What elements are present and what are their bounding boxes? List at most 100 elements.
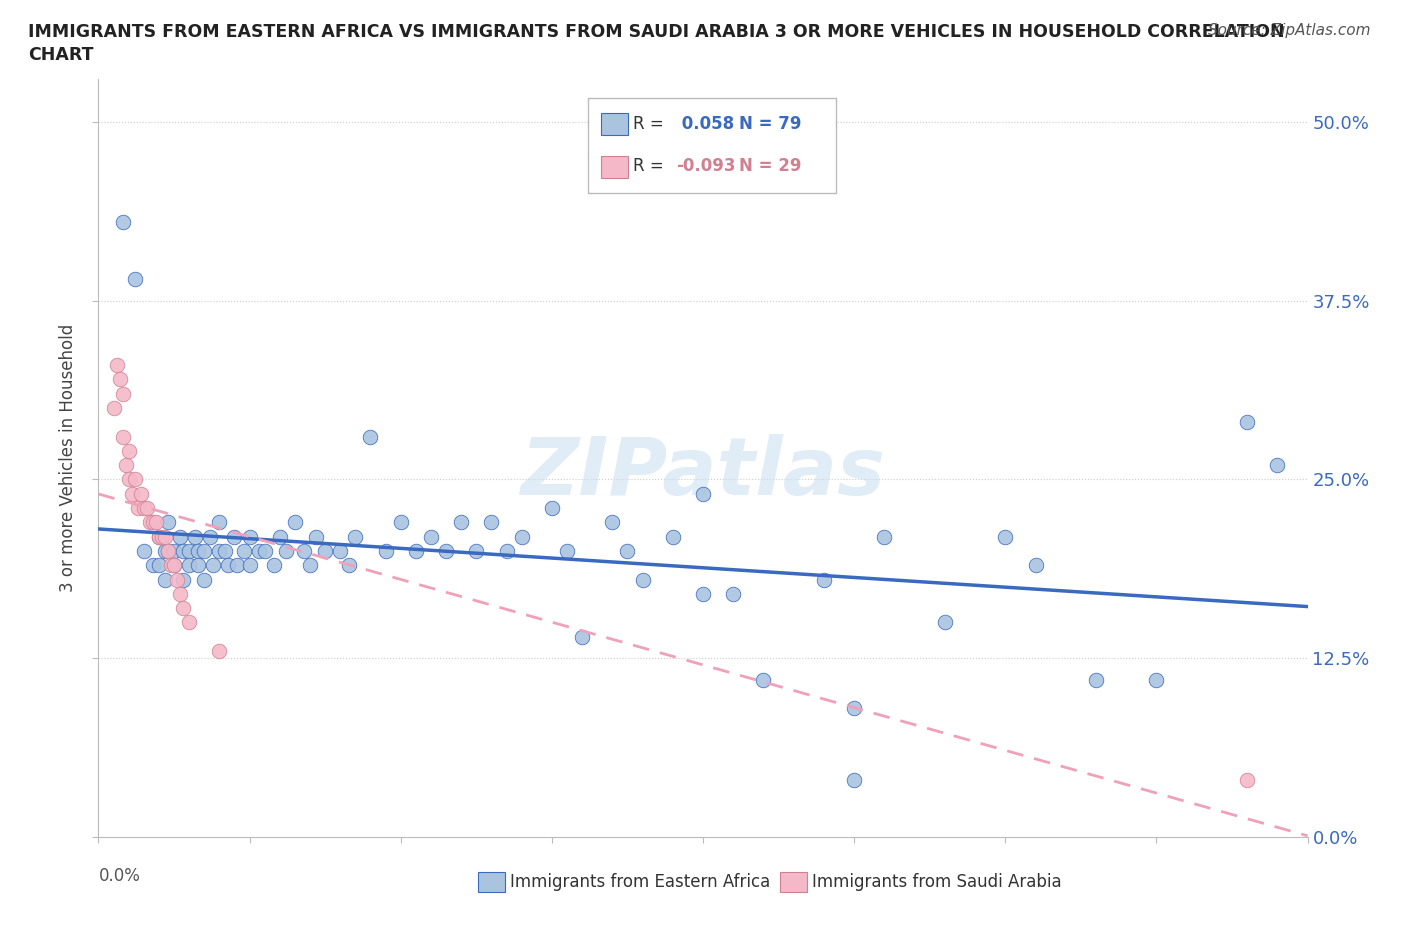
Point <box>172 543 194 558</box>
Point <box>434 543 457 558</box>
Point <box>481 515 503 530</box>
Point <box>284 515 307 530</box>
Text: R =: R = <box>633 157 664 175</box>
Point <box>200 529 222 544</box>
Point <box>111 386 134 401</box>
Point <box>420 529 443 544</box>
Point <box>118 472 141 487</box>
Point <box>360 429 382 444</box>
Point <box>305 529 328 544</box>
Point <box>148 529 170 544</box>
Point <box>208 644 231 658</box>
Point <box>153 572 176 587</box>
Point <box>150 529 173 544</box>
Point <box>124 472 146 487</box>
Point <box>934 615 956 630</box>
Point <box>172 572 194 587</box>
Point <box>148 558 170 573</box>
Text: CHART: CHART <box>28 46 94 64</box>
Point <box>208 515 231 530</box>
Point <box>232 543 254 558</box>
Point <box>217 558 239 573</box>
Text: N = 29: N = 29 <box>740 157 801 175</box>
Point <box>184 529 207 544</box>
Point <box>153 543 176 558</box>
Point <box>631 572 654 587</box>
Point <box>114 458 136 472</box>
Point <box>247 543 270 558</box>
Point <box>163 543 186 558</box>
Point <box>253 543 276 558</box>
Point <box>111 429 134 444</box>
Point <box>1024 558 1046 573</box>
Point <box>169 587 191 602</box>
Point <box>873 529 896 544</box>
Point <box>571 630 593 644</box>
Point <box>129 486 152 501</box>
Point <box>602 515 624 530</box>
Point <box>723 587 745 602</box>
Text: Source: ZipAtlas.com: Source: ZipAtlas.com <box>1208 23 1371 38</box>
Point <box>142 558 165 573</box>
Point <box>314 543 336 558</box>
Text: 0.058: 0.058 <box>676 114 734 133</box>
Point <box>179 558 201 573</box>
Text: 0.0%: 0.0% <box>98 868 141 885</box>
Text: Immigrants from Saudi Arabia: Immigrants from Saudi Arabia <box>811 872 1062 891</box>
Point <box>132 543 155 558</box>
Point <box>135 500 157 515</box>
Point <box>292 543 315 558</box>
FancyBboxPatch shape <box>602 155 628 178</box>
Point <box>145 515 167 530</box>
Point <box>299 558 322 573</box>
Text: Immigrants from Eastern Africa: Immigrants from Eastern Africa <box>509 872 769 891</box>
Point <box>616 543 638 558</box>
Point <box>187 543 209 558</box>
Point <box>692 587 714 602</box>
Point <box>118 444 141 458</box>
Point <box>163 558 186 573</box>
Point <box>187 558 209 573</box>
Point <box>169 529 191 544</box>
Point <box>495 543 517 558</box>
Point <box>193 572 215 587</box>
Point <box>692 486 714 501</box>
Point <box>555 543 578 558</box>
Point <box>540 500 562 515</box>
Point <box>450 515 472 530</box>
Point <box>465 543 488 558</box>
Point <box>1267 458 1289 472</box>
Point <box>274 543 297 558</box>
Point <box>269 529 291 544</box>
Point <box>994 529 1017 544</box>
Point <box>1236 415 1258 430</box>
Point <box>156 515 179 530</box>
Point <box>813 572 835 587</box>
FancyBboxPatch shape <box>588 98 837 193</box>
FancyBboxPatch shape <box>478 871 505 892</box>
Point <box>208 543 231 558</box>
Point <box>132 500 155 515</box>
Point <box>1085 672 1108 687</box>
Point <box>179 615 201 630</box>
FancyBboxPatch shape <box>780 871 807 892</box>
Point <box>224 529 246 544</box>
Point <box>105 358 128 373</box>
Point <box>156 543 179 558</box>
Point <box>1144 672 1167 687</box>
Point <box>263 558 285 573</box>
Text: ZIPatlas: ZIPatlas <box>520 434 886 512</box>
Point <box>214 543 236 558</box>
Point <box>160 558 183 573</box>
FancyBboxPatch shape <box>602 113 628 135</box>
Point <box>329 543 352 558</box>
Point <box>844 772 866 787</box>
Y-axis label: 3 or more Vehicles in Household: 3 or more Vehicles in Household <box>59 324 77 592</box>
Point <box>111 215 134 230</box>
Point <box>156 543 179 558</box>
Text: N = 79: N = 79 <box>740 114 801 133</box>
Point <box>166 572 188 587</box>
Point <box>163 558 186 573</box>
Text: -0.093: -0.093 <box>676 157 735 175</box>
Point <box>108 372 131 387</box>
